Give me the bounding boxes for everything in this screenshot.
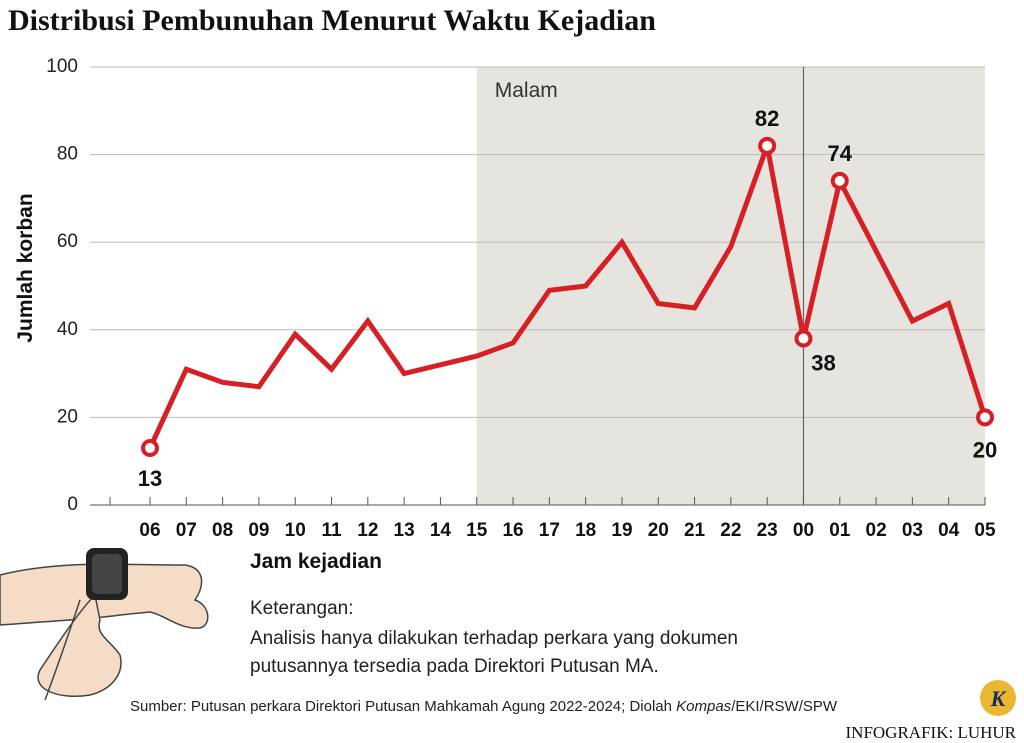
x-tick-label: 04 — [938, 520, 960, 541]
x-tick-label: 00 — [793, 520, 814, 541]
y-tick-label: 40 — [57, 319, 78, 340]
source-text: Sumber: Putusan perkara Direktori Putusa… — [130, 698, 676, 715]
x-tick-label: 15 — [466, 520, 488, 541]
x-tick-label: 01 — [829, 520, 851, 541]
x-tick-label: 21 — [684, 520, 706, 541]
series-line — [147, 136, 988, 450]
data-label: 20 — [973, 437, 997, 462]
logo-letter: K — [990, 686, 1007, 711]
y-tick-label: 100 — [46, 56, 78, 77]
source-text: /EKI/RSW/SPW — [731, 698, 838, 715]
credit: INFOGRAFIK: LUHUR — [846, 723, 1017, 742]
point-marker — [141, 439, 159, 458]
x-tick-label: 02 — [866, 520, 887, 541]
x-tick-label: 22 — [720, 520, 741, 541]
x-axis-label: Jam kejadian — [250, 550, 382, 573]
x-tick-label: 05 — [974, 520, 996, 541]
y-tick-label: 20 — [57, 406, 78, 427]
x-tick-label: 17 — [539, 520, 560, 541]
data-label: 38 — [811, 351, 835, 376]
x-tick-label: 13 — [394, 520, 415, 541]
x-tick-label: 06 — [139, 520, 160, 541]
point-marker — [794, 329, 813, 348]
x-tick-label: 09 — [248, 520, 269, 541]
source-publisher: Kompas — [676, 698, 732, 715]
x-tick-label: 16 — [502, 520, 523, 541]
y-tick-label: 60 — [57, 231, 78, 252]
y-axis-label: Jumlah korban — [14, 193, 37, 342]
chart-title: Distribusi Pembunuhan Menurut Waktu Keja… — [8, 4, 656, 37]
y-tick-label: 80 — [57, 144, 78, 165]
data-label: 74 — [828, 141, 853, 166]
night-shade — [476, 67, 985, 505]
point-marker — [830, 171, 849, 190]
annotation: Malam — [495, 79, 558, 102]
x-tick-label: 03 — [902, 520, 923, 541]
x-tick-label: 19 — [611, 520, 632, 541]
x-tick-label: 12 — [357, 520, 378, 541]
note-line: Analisis hanya dilakukan terhadap perkar… — [250, 628, 738, 649]
source: Sumber: Putusan perkara Direktori Putusa… — [130, 698, 838, 715]
illustration — [0, 548, 209, 701]
point-marker — [758, 136, 777, 155]
x-tick-label: 20 — [648, 520, 669, 541]
logo — [980, 680, 1016, 716]
x-tick-label: 23 — [757, 520, 778, 541]
background-layer — [90, 66, 986, 506]
x-tick-label: 10 — [285, 520, 306, 541]
y-tick-label: 0 — [67, 494, 78, 515]
note-heading: Keterangan: — [250, 598, 354, 619]
point-marker — [976, 408, 994, 427]
x-tick-label: 11 — [321, 520, 342, 541]
note-line: putusannya tersedia pada Direktori Putus… — [250, 656, 659, 677]
x-tick-label: 07 — [176, 520, 197, 541]
x-tick-label: 14 — [430, 520, 452, 541]
data-label: 13 — [138, 466, 162, 491]
x-tick-label: 18 — [575, 520, 596, 541]
data-label: 82 — [755, 106, 779, 131]
x-tick-label: 08 — [212, 520, 233, 541]
